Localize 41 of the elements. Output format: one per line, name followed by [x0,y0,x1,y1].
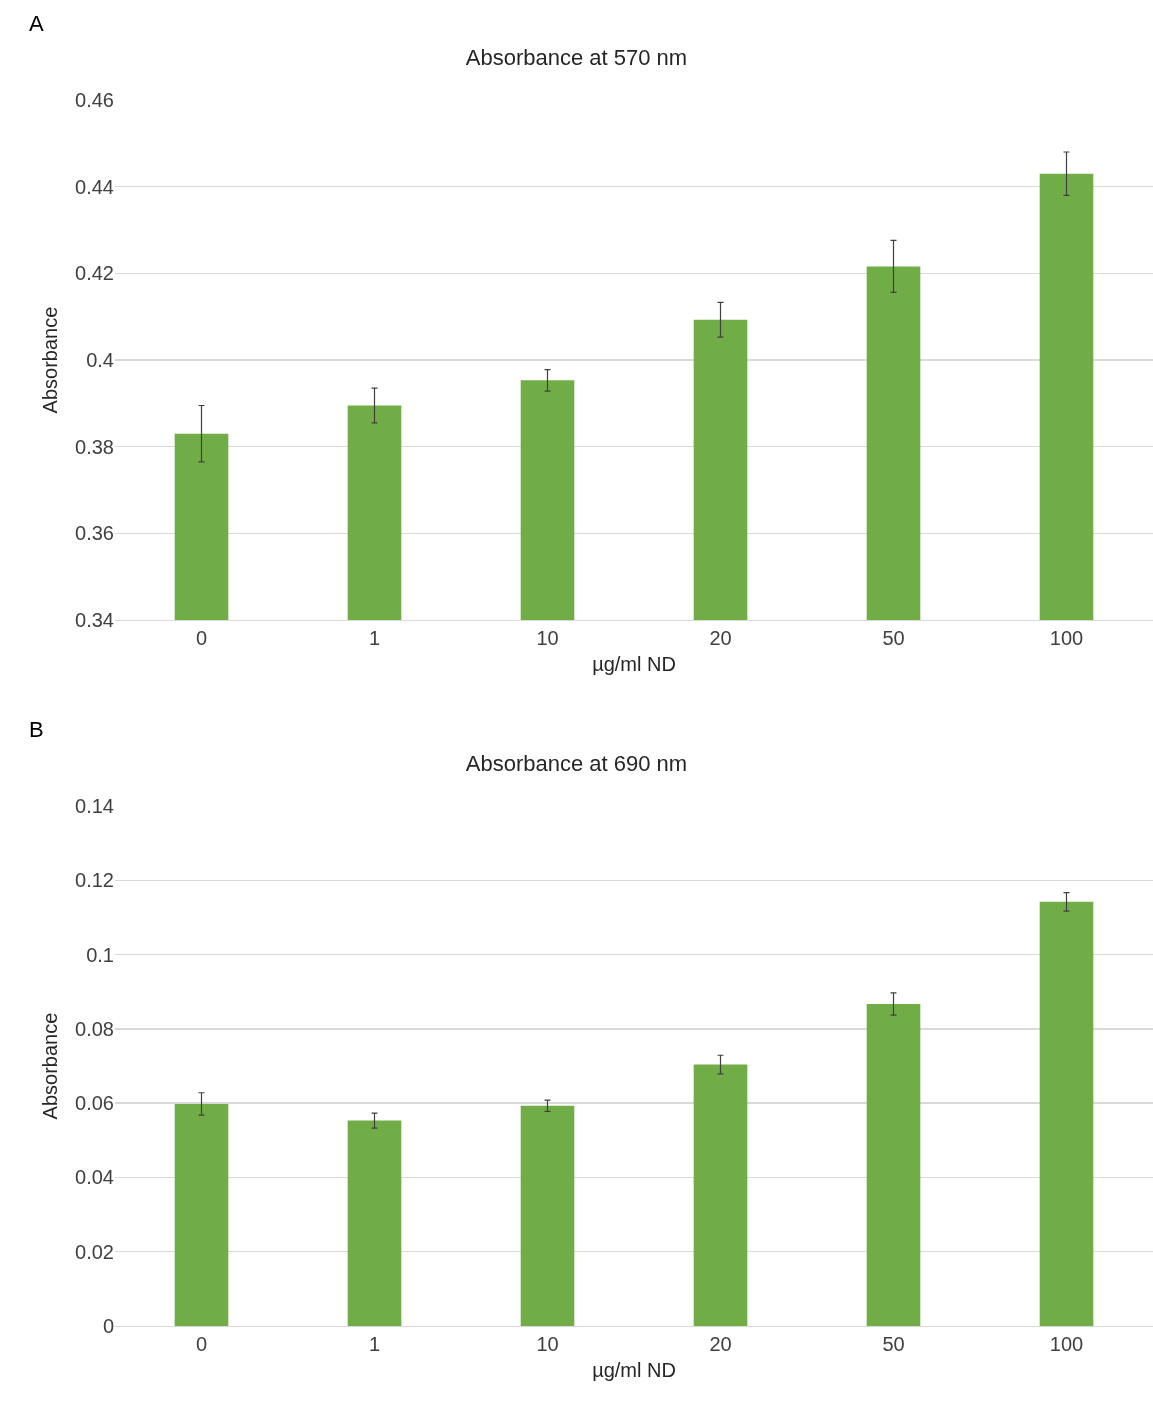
x-tick-label: 100 [1049,1333,1084,1355]
x-tick-label: 0 [195,1333,208,1355]
chart-title: Absorbance at 690 nm [465,750,688,776]
y-tick-label: 0 [102,1315,114,1337]
x-axis-title: µg/ml ND [592,1358,676,1381]
x-tick-label: 50 [882,627,905,649]
y-axis-title: Absorbance [38,306,61,414]
x-tick-label: 10 [536,1333,559,1355]
y-tick-label: 0.44 [75,175,114,198]
text: A [29,11,44,36]
x-tick-label: 20 [709,627,732,649]
y-tick-label: 0.02 [75,1240,114,1263]
chart-title: Absorbance at 570 nm [465,44,688,70]
y-tick-label: 0.36 [75,522,114,545]
y-tick-label: 0.4 [86,349,114,371]
x-tick-label: 50 [882,1333,905,1355]
x-axis-title: µg/ml ND [592,652,676,675]
y-tick-label: 0.34 [75,609,114,631]
x-tick-label: 100 [1049,627,1084,649]
bar [1039,901,1094,1326]
bar [347,1120,402,1326]
y-tick-label: 0.06 [75,1092,114,1115]
bar [520,1105,575,1326]
bar [693,1064,748,1326]
x-tick-label: 0 [195,627,208,649]
x-tick-label: 1 [368,627,381,649]
y-tick-label: 0.46 [75,89,114,111]
y-tick-label: 0.08 [75,1017,114,1040]
x-tick-label: 20 [709,1333,732,1355]
y-tick-label: 0.04 [75,1166,114,1189]
y-tick-label: 0.38 [75,435,114,458]
y-tick-label: 0.42 [75,262,114,285]
bar [866,1003,921,1326]
x-tick-label: 1 [368,1333,381,1355]
y-tick-label: 0.12 [75,869,114,892]
bar [174,1103,229,1326]
y-tick-label: 0.1 [86,943,114,966]
y-axis-title: Absorbance [38,1012,61,1120]
x-tick-label: 10 [536,627,559,649]
y-tick-label: 0.14 [75,795,114,817]
text: B [29,717,44,742]
